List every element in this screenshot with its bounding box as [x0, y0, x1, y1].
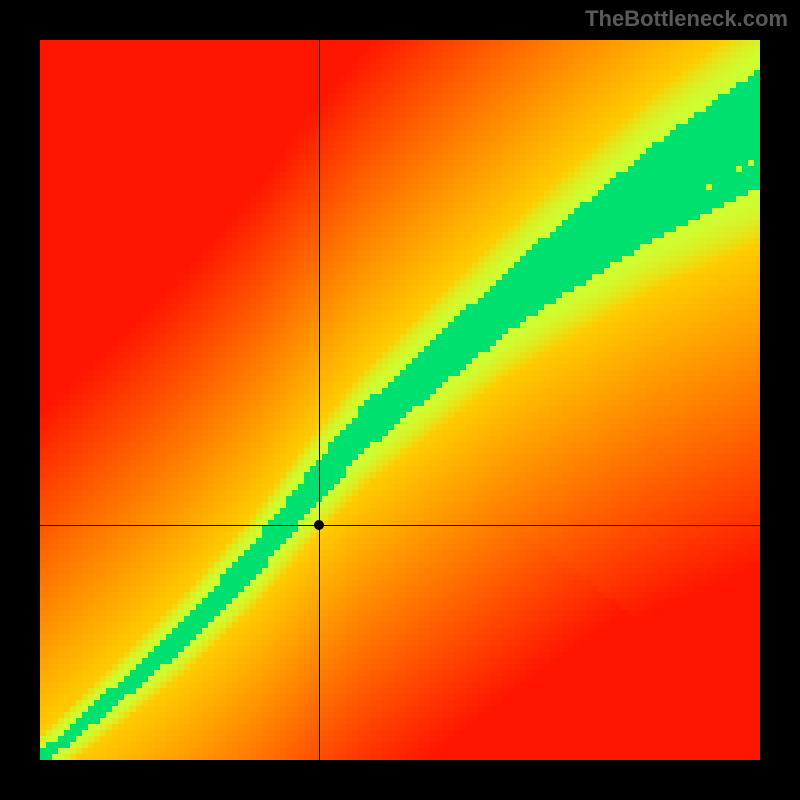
watermark-text: TheBottleneck.com — [585, 6, 788, 32]
crosshair-horizontal — [40, 525, 760, 526]
crosshair-marker — [314, 520, 324, 530]
crosshair-vertical — [319, 40, 320, 760]
plot-area — [40, 40, 760, 760]
heatmap-canvas — [40, 40, 760, 760]
